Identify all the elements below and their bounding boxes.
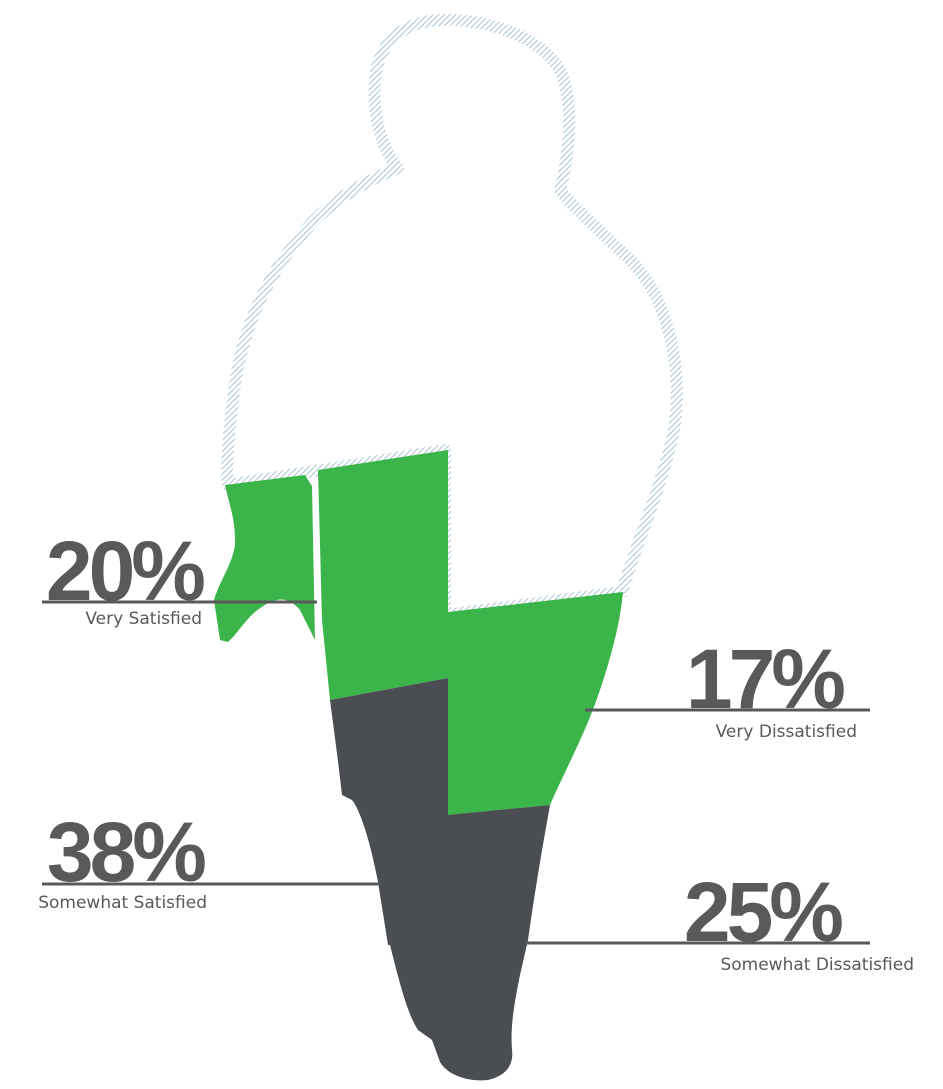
- value-somewhat-satisfied: 38%: [47, 805, 205, 899]
- somewhat-dissatisfied-region: [390, 805, 550, 1081]
- value-very-satisfied: 20%: [46, 524, 204, 618]
- caption-very-dissatisfied: Very Dissatisfied: [716, 722, 857, 742]
- value-somewhat-dissatisfied: 25%: [684, 865, 842, 959]
- caption-somewhat-dissatisfied: Somewhat Dissatisfied: [720, 955, 914, 975]
- value-very-dissatisfied: 17%: [686, 632, 844, 726]
- very-satisfied-torso: [318, 450, 448, 700]
- very-satisfied-region: [214, 475, 315, 642]
- caption-somewhat-satisfied: Somewhat Satisfied: [38, 893, 207, 913]
- caption-very-satisfied: Very Satisfied: [85, 609, 202, 629]
- silhouette-upper-body: [221, 13, 683, 621]
- very-dissatisfied-region: [448, 592, 623, 815]
